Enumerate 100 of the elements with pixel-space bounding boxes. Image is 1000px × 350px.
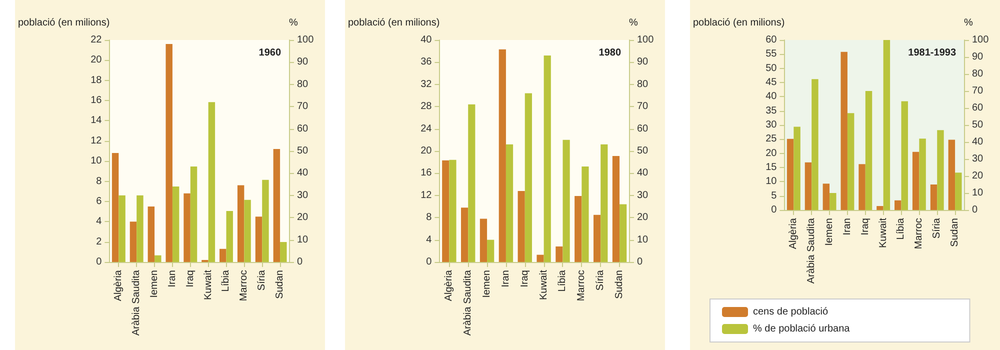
y-tick-label: 36 (420, 56, 432, 68)
y-tick-label: 40 (420, 34, 432, 46)
y2-axis-title: % (289, 18, 298, 28)
y2-tick-label: 100 (297, 34, 314, 46)
annotation: 1981-1993 (908, 48, 956, 58)
y2-tick-label: 20 (637, 212, 649, 224)
y2-tick-label: 30 (972, 154, 984, 164)
bar (812, 79, 818, 210)
y-tick-label: 20 (420, 146, 432, 156)
x-tick-label: Iran (842, 218, 853, 236)
y2-tick-label: 0 (637, 256, 643, 268)
x-tick-label: Síria (932, 218, 943, 239)
x-tick-label: Aràbia Saudita (806, 218, 818, 284)
y2-tick-label: 30 (637, 190, 649, 201)
y-axis-title: població (en milions) (692, 18, 785, 28)
x-tick-label: Sudan (274, 270, 286, 299)
y-tick-label: 14 (90, 115, 102, 126)
y-tick-label: 20 (90, 54, 102, 66)
y2-tick-label: 20 (297, 212, 309, 224)
y-tick-label: 0 (426, 256, 432, 268)
y-tick-label: 24 (420, 123, 432, 134)
x-tick-label: Aràbia Saudita (462, 270, 474, 336)
bar (556, 246, 563, 262)
x-tick-label: Kuwait (538, 270, 550, 300)
y-tick-label: 20 (766, 148, 778, 159)
y2-tick-label: 60 (297, 123, 309, 134)
x-tick-label: Marroc (576, 270, 588, 302)
y2-tick-label: 10 (637, 234, 649, 246)
y-tick-label: 30 (766, 120, 778, 130)
y2-tick-label: 0 (297, 256, 303, 268)
y2-tick-label: 10 (972, 188, 984, 198)
bar (562, 140, 570, 262)
x-tick-label: Sudan (614, 270, 626, 299)
bar (930, 184, 938, 210)
x-tick-label: Iraq (860, 218, 871, 236)
y-axis-title: població (en milions) (348, 18, 440, 28)
y-tick-label: 15 (766, 162, 778, 173)
y2-tick-label: 80 (637, 78, 649, 90)
y2-tick-label: 40 (972, 136, 984, 148)
y-tick-label: 35 (766, 105, 778, 116)
bar (148, 206, 155, 262)
bar (273, 148, 280, 262)
bar (154, 255, 162, 262)
y2-tick-label: 40 (637, 168, 649, 179)
y-tick-label: 32 (420, 78, 432, 90)
y2-tick-label: 10 (297, 234, 309, 246)
legend-label: % de població urbana (753, 324, 850, 334)
y-axis-title: població (en milions) (18, 18, 110, 28)
y2-tick-label: 100 (637, 34, 654, 46)
y-tick-label: 8 (426, 212, 432, 224)
y-tick-label: 5 (771, 190, 778, 202)
y-tick-label: 6 (96, 196, 102, 207)
x-tick-label: Marroc (914, 218, 925, 250)
x-tick-label: Algèria (788, 218, 800, 250)
y2-tick-label: 100 (972, 34, 990, 46)
y-tick-label: 0 (96, 256, 102, 268)
y-tick-label: 45 (766, 77, 778, 88)
y2-tick-label: 70 (297, 101, 309, 112)
y2-tick-label: 50 (297, 146, 309, 156)
y-tick-label: 0 (771, 204, 778, 216)
bar (544, 56, 551, 262)
x-tick-label: Iran (500, 270, 512, 288)
annotation: 1980 (598, 48, 622, 58)
y2-tick-label: 0 (972, 204, 978, 216)
y2-tick-label: 30 (297, 190, 309, 201)
x-tick-label: Algèria (444, 270, 455, 302)
bar (901, 101, 908, 210)
x-tick-label: Kuwait (878, 218, 889, 248)
y2-axis-title: % (629, 18, 638, 28)
x-tick-label: Aràbia Saudita (131, 270, 142, 336)
y-tick-label: 8 (96, 176, 102, 187)
bar (536, 254, 544, 262)
y-tick-label: 60 (766, 34, 778, 46)
bar (280, 242, 287, 262)
bar (600, 144, 608, 262)
y-tick-label: 10 (766, 176, 778, 188)
bar (937, 130, 944, 210)
y-tick-label: 16 (90, 95, 102, 106)
x-tick-label: Líbia (896, 218, 907, 240)
bar (220, 248, 226, 262)
x-tick-label: Iemen (482, 270, 493, 298)
y-tick-label: 12 (90, 135, 102, 146)
x-tick-label: Marroc (238, 270, 250, 302)
y2-tick-label: 90 (972, 52, 984, 62)
y-tick-label: 50 (766, 62, 778, 74)
bar (883, 40, 890, 210)
y-tick-label: 10 (90, 156, 102, 167)
x-tick-label: Iran (166, 270, 178, 288)
bar (468, 104, 476, 262)
y2-tick-label: 60 (972, 102, 984, 114)
y-tick-label: 2 (96, 236, 102, 248)
y2-tick-label: 70 (972, 86, 984, 96)
y2-tick-label: 70 (637, 101, 649, 112)
x-tick-label: Iraq (519, 270, 530, 288)
y2-axis-title: % (964, 18, 973, 28)
y2-tick-label: 20 (972, 170, 984, 182)
y-tick-label: 12 (420, 190, 432, 201)
legend-label: cens de població (753, 306, 828, 318)
bar (894, 200, 902, 210)
y2-tick-label: 90 (297, 56, 309, 68)
